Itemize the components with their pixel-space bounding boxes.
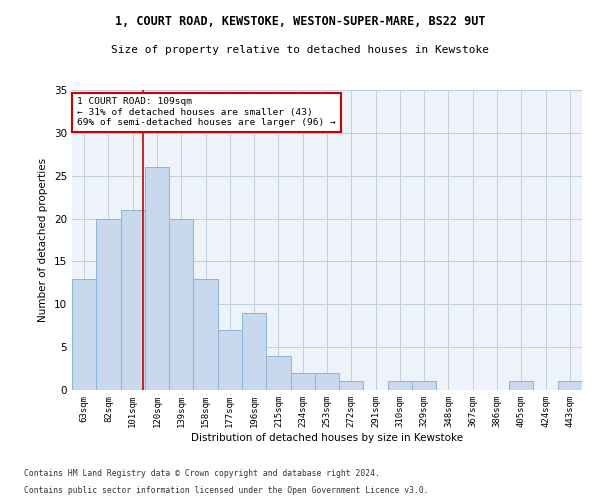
Bar (242, 313, 266, 390)
Bar (96, 218, 121, 390)
Bar (121, 210, 145, 390)
Bar (339, 382, 364, 390)
Bar (72, 278, 96, 390)
Bar (218, 330, 242, 390)
Bar (169, 218, 193, 390)
Bar (315, 373, 339, 390)
Bar (145, 167, 169, 390)
Bar (412, 382, 436, 390)
Y-axis label: Number of detached properties: Number of detached properties (38, 158, 49, 322)
Text: Size of property relative to detached houses in Kewstoke: Size of property relative to detached ho… (111, 45, 489, 55)
Text: Contains HM Land Registry data © Crown copyright and database right 2024.: Contains HM Land Registry data © Crown c… (24, 468, 380, 477)
Text: Contains public sector information licensed under the Open Government Licence v3: Contains public sector information licen… (24, 486, 428, 495)
Bar (193, 278, 218, 390)
Bar (290, 373, 315, 390)
X-axis label: Distribution of detached houses by size in Kewstoke: Distribution of detached houses by size … (191, 432, 463, 442)
Bar (266, 356, 290, 390)
Bar (388, 382, 412, 390)
Bar (509, 382, 533, 390)
Text: 1, COURT ROAD, KEWSTOKE, WESTON-SUPER-MARE, BS22 9UT: 1, COURT ROAD, KEWSTOKE, WESTON-SUPER-MA… (115, 15, 485, 28)
Text: 1 COURT ROAD: 109sqm
← 31% of detached houses are smaller (43)
69% of semi-detac: 1 COURT ROAD: 109sqm ← 31% of detached h… (77, 98, 336, 128)
Bar (558, 382, 582, 390)
